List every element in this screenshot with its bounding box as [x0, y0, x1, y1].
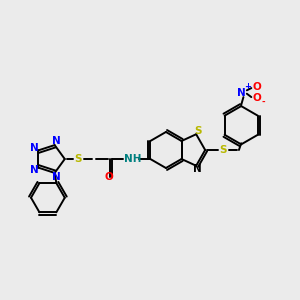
Text: S: S — [219, 145, 227, 155]
Text: +: + — [244, 82, 251, 91]
Text: N: N — [193, 164, 202, 174]
Text: N: N — [52, 172, 60, 182]
Text: N: N — [52, 136, 60, 146]
Text: N: N — [30, 165, 39, 175]
Text: N: N — [237, 88, 246, 98]
Text: -: - — [262, 98, 266, 107]
Text: S: S — [74, 154, 82, 164]
Text: O: O — [104, 172, 113, 182]
Text: NH: NH — [124, 154, 141, 164]
Text: O: O — [253, 82, 261, 92]
Text: O: O — [253, 93, 261, 103]
Text: N: N — [30, 143, 39, 153]
Text: S: S — [195, 126, 202, 136]
